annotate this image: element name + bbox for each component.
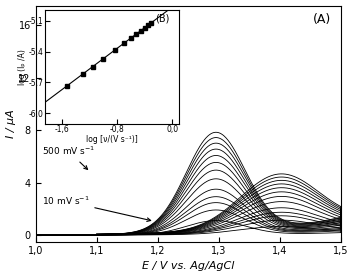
Text: 500 mV s$^{-1}$: 500 mV s$^{-1}$ (42, 145, 95, 170)
Text: (A): (A) (313, 13, 332, 26)
X-axis label: E / V vs. Ag/AgCl: E / V vs. Ag/AgCl (142, 261, 234, 271)
Text: 10 mV s$^{-1}$: 10 mV s$^{-1}$ (42, 195, 151, 221)
Y-axis label: I / μA: I / μA (6, 109, 16, 138)
